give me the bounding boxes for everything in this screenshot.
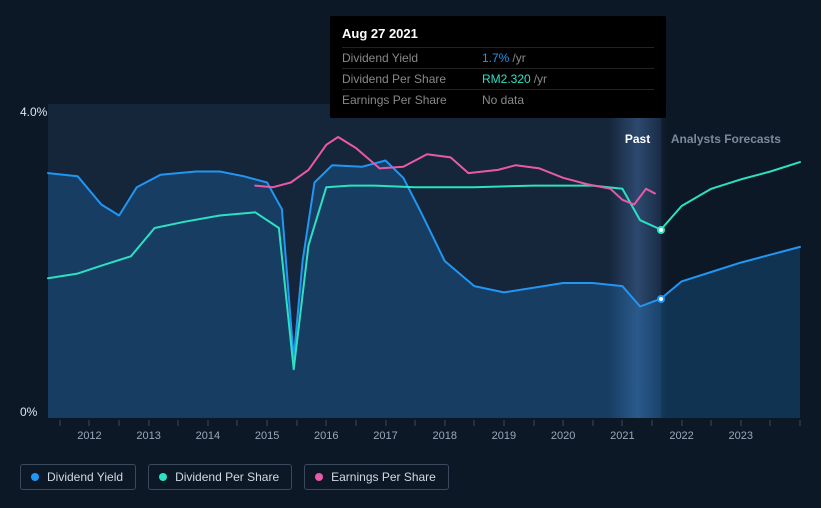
x-minor-tick xyxy=(711,420,712,426)
tooltip-row-label: Dividend Per Share xyxy=(342,72,482,86)
x-minor-tick xyxy=(267,420,268,426)
tooltip-row-label: Dividend Yield xyxy=(342,51,482,65)
past-label: Past xyxy=(625,132,650,146)
legend-label: Earnings Per Share xyxy=(331,470,436,484)
chart-tooltip: Aug 27 2021 Dividend Yield1.7%/yrDividen… xyxy=(330,16,666,118)
x-minor-tick xyxy=(207,420,208,426)
legend-dot-icon xyxy=(31,473,39,481)
tooltip-row-value: 1.7% xyxy=(482,51,509,65)
x-minor-tick xyxy=(592,420,593,426)
x-minor-tick xyxy=(681,420,682,426)
marker-dividend-per-share xyxy=(657,226,665,234)
x-minor-tick xyxy=(622,420,623,426)
tooltip-row-label: Earnings Per Share xyxy=(342,93,482,107)
x-tick-label: 2022 xyxy=(669,430,693,442)
tooltip-row: Dividend Yield1.7%/yr xyxy=(342,47,654,68)
x-minor-tick xyxy=(296,420,297,426)
x-tick-label: 2015 xyxy=(255,430,279,442)
x-minor-tick xyxy=(385,420,386,426)
x-axis: 2012 2013 2014 2015 2016 2017 2018 2019 2020 2021… xyxy=(48,420,800,450)
x-minor-tick xyxy=(533,420,534,426)
tooltip-date: Aug 27 2021 xyxy=(342,26,654,41)
x-minor-tick xyxy=(444,420,445,426)
x-tick-label: 2016 xyxy=(314,430,338,442)
x-minor-tick xyxy=(740,420,741,426)
x-minor-tick xyxy=(59,420,60,426)
legend-label: Dividend Per Share xyxy=(175,470,279,484)
y-axis-min: 0% xyxy=(20,405,37,419)
x-tick-label: 2017 xyxy=(373,430,397,442)
tooltip-row-value: No data xyxy=(482,93,524,107)
x-minor-tick xyxy=(355,420,356,426)
x-minor-tick xyxy=(415,420,416,426)
plot-area[interactable]: Past Analysts Forecasts xyxy=(48,104,800,418)
legend-dot-icon xyxy=(159,473,167,481)
dividend-per-share-line xyxy=(48,162,800,369)
legend-dividend-per-share[interactable]: Dividend Per Share xyxy=(148,464,292,490)
x-minor-tick xyxy=(651,420,652,426)
x-minor-tick xyxy=(770,420,771,426)
legend-earnings-per-share[interactable]: Earnings Per Share xyxy=(304,464,449,490)
x-minor-tick xyxy=(503,420,504,426)
x-minor-tick xyxy=(800,420,801,426)
tooltip-row: Earnings Per ShareNo data xyxy=(342,89,654,110)
legend-dot-icon xyxy=(315,473,323,481)
x-tick-label: 2023 xyxy=(729,430,753,442)
x-minor-tick xyxy=(563,420,564,426)
x-minor-tick xyxy=(148,420,149,426)
tooltip-row-unit: /yr xyxy=(534,72,547,86)
earnings-per-share-line xyxy=(255,137,655,205)
x-tick-label: 2013 xyxy=(136,430,160,442)
legend-label: Dividend Yield xyxy=(47,470,123,484)
x-tick-label: 2020 xyxy=(551,430,575,442)
x-minor-tick xyxy=(178,420,179,426)
x-tick-label: 2019 xyxy=(492,430,516,442)
line-layer xyxy=(48,104,800,418)
x-minor-tick xyxy=(119,420,120,426)
legend: Dividend Yield Dividend Per Share Earnings… xyxy=(20,464,449,490)
x-minor-tick xyxy=(326,420,327,426)
x-minor-tick xyxy=(89,420,90,426)
dividend-chart: Aug 27 2021 Dividend Yield1.7%/yrDividen… xyxy=(0,0,821,508)
x-tick-label: 2018 xyxy=(432,430,456,442)
forecast-label: Analysts Forecasts xyxy=(671,132,781,146)
x-tick-label: 2021 xyxy=(610,430,634,442)
dividend-yield-line xyxy=(48,161,800,359)
tooltip-row-unit: /yr xyxy=(512,51,525,65)
x-minor-tick xyxy=(237,420,238,426)
marker-dividend-yield xyxy=(657,295,665,303)
y-axis-max: 4.0% xyxy=(20,105,47,119)
x-tick-label: 2014 xyxy=(196,430,220,442)
tooltip-row: Dividend Per ShareRM2.320/yr xyxy=(342,68,654,89)
x-tick-label: 2012 xyxy=(77,430,101,442)
tooltip-row-value: RM2.320 xyxy=(482,72,531,86)
legend-dividend-yield[interactable]: Dividend Yield xyxy=(20,464,136,490)
x-minor-tick xyxy=(474,420,475,426)
